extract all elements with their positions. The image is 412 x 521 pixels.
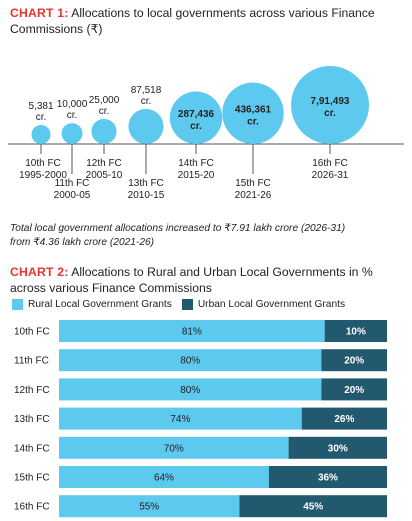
chart2-legend: Rural Local Government Grants Urban Loca… xyxy=(12,299,355,310)
fc-label: 15th FC xyxy=(235,178,271,189)
chart1-title-text: Allocations to local governments across … xyxy=(10,6,375,36)
category-label: 14th FC xyxy=(14,443,50,454)
fc-label: 13th FC xyxy=(128,178,164,189)
category-label: 11th FC xyxy=(14,356,49,367)
bar-urban-value: 30% xyxy=(328,443,348,454)
chart1-title: CHART 1: Allocations to local government… xyxy=(10,6,405,37)
bar-urban-value: 20% xyxy=(344,356,364,367)
fc-label: 11th FC xyxy=(55,178,90,189)
category-label: 15th FC xyxy=(14,473,50,484)
legend-rural: Rural Local Government Grants xyxy=(12,299,172,310)
period-label: 2005-10 xyxy=(86,170,123,181)
category-label: 13th FC xyxy=(14,414,50,425)
chart2-title-text: Allocations to Rural and Urban Local Gov… xyxy=(10,265,373,295)
bubble-4 xyxy=(128,108,164,144)
bar-rural-4 xyxy=(59,407,302,430)
bubble-7 xyxy=(291,66,369,144)
bubble-1 xyxy=(31,125,51,144)
category-label: 12th FC xyxy=(14,385,50,396)
bar-urban-3 xyxy=(321,378,387,401)
legend-rural-label: Rural Local Government Grants xyxy=(28,299,172,310)
bubble-value-label: 7,91,493 xyxy=(311,96,350,107)
bubble-value-label: 10,000 xyxy=(57,99,88,110)
bubble-value-label: 25,000 xyxy=(89,95,120,106)
bubble-unit-label: cr. xyxy=(141,96,152,107)
chart2-title: CHART 2: Allocations to Rural and Urban … xyxy=(10,265,405,296)
bar-rural-1 xyxy=(59,320,325,342)
bar-urban-value: 45% xyxy=(303,502,323,513)
fc-label: 16th FC xyxy=(312,158,348,169)
bubble-unit-label: cr. xyxy=(247,116,259,127)
bar-urban-2 xyxy=(321,349,387,372)
bubble-value-label: 287,436 xyxy=(178,109,215,120)
legend-rural-swatch xyxy=(12,299,23,310)
bar-rural-5 xyxy=(59,436,289,459)
period-label: 2010-15 xyxy=(128,190,165,201)
chart1-note-line2: from ₹4.36 lakh crore (2021-26) xyxy=(10,236,155,248)
bar-rural-3 xyxy=(59,378,322,401)
bar-rural-value: 74% xyxy=(170,414,190,425)
bar-urban-value: 20% xyxy=(344,385,364,396)
chart2-title-number: CHART 2: xyxy=(10,265,69,279)
bar-urban-value: 26% xyxy=(334,414,354,425)
bubble-2 xyxy=(61,123,83,144)
bubble-unit-label: cr. xyxy=(36,112,47,123)
bar-urban-6 xyxy=(268,466,387,488)
category-label: 10th FC xyxy=(14,327,50,338)
bar-rural-value: 55% xyxy=(139,502,159,513)
legend-urban: Urban Local Government Grants xyxy=(181,299,346,310)
bar-urban-value: 10% xyxy=(346,327,366,338)
chart2-stacked-bar-chart: 10th FC 81% 10% 11th FC 80% 20% 12th FC 80% 20% 1… xyxy=(14,320,387,518)
bar-urban-value: 36% xyxy=(318,473,338,484)
bubble-unit-label: cr. xyxy=(67,110,78,121)
bar-rural-value: 70% xyxy=(164,443,184,454)
chart1-title-number: CHART 1: xyxy=(10,6,69,20)
bar-rural-7 xyxy=(59,495,240,518)
bubble-value-label: 5,381 xyxy=(28,101,53,112)
bubble-3 xyxy=(91,118,117,144)
bar-rural-value: 81% xyxy=(182,327,202,338)
bar-urban-5 xyxy=(288,436,387,459)
bar-urban-7 xyxy=(239,495,387,518)
period-label: 2015-20 xyxy=(178,170,215,181)
fc-label: 12th FC xyxy=(86,158,122,169)
bar-urban-1 xyxy=(324,320,387,342)
bubble-value-label: 87,518 xyxy=(131,85,162,96)
chart1-note-line1: Total local government allocations incre… xyxy=(10,223,346,234)
bubble-unit-label: cr. xyxy=(190,121,202,132)
fc-label: 10th FC xyxy=(25,158,61,169)
bar-rural-value: 64% xyxy=(154,473,174,484)
bar-rural-value: 80% xyxy=(180,356,200,367)
legend-urban-label: Urban Local Government Grants xyxy=(197,299,346,310)
period-label: 2000-05 xyxy=(54,190,91,201)
period-label: 1995-2000 xyxy=(19,170,67,181)
bar-rural-6 xyxy=(59,466,269,488)
period-label: 2021-26 xyxy=(235,190,272,201)
fc-label: 14th FC xyxy=(178,158,214,169)
bar-rural-2 xyxy=(59,349,322,372)
legend-urban-swatch xyxy=(181,299,193,310)
category-label: 16th FC xyxy=(14,502,50,513)
bubble-value-label: 436,361 xyxy=(235,104,272,115)
bubble-5 xyxy=(169,91,223,144)
bubble-6 xyxy=(222,82,284,144)
bubble-unit-label: cr. xyxy=(324,108,336,119)
chart1-note: Total local government allocations incre… xyxy=(10,222,405,249)
bubble-unit-label: cr. xyxy=(99,106,110,117)
bar-rural-value: 80% xyxy=(180,385,200,396)
bar-urban-4 xyxy=(301,407,387,430)
period-label: 2026-31 xyxy=(312,170,349,181)
